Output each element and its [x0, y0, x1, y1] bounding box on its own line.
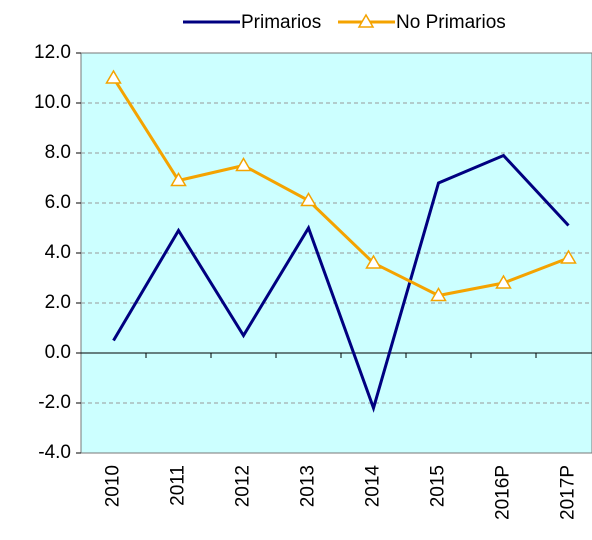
legend-marker [357, 13, 375, 28]
y-tick-label: 4.0 [45, 242, 71, 263]
y-tick-label: -2.0 [38, 392, 71, 413]
y-tick-label: 0.0 [45, 342, 71, 363]
x-tick-label: 2017P [558, 465, 579, 520]
y-tick-label: -4.0 [38, 442, 71, 463]
y-tick-label: 2.0 [45, 292, 71, 313]
x-tick-label: 2010 [103, 465, 124, 507]
marker [170, 172, 187, 187]
marker [235, 157, 252, 172]
y-tick-label: 6.0 [45, 192, 71, 213]
marker [300, 192, 317, 207]
x-tick-label: 2013 [298, 465, 319, 507]
x-tick-label: 2012 [233, 465, 254, 507]
marker [560, 249, 577, 264]
marker [105, 69, 122, 84]
series-line [112, 153, 570, 413]
x-tick-label: 2014 [363, 465, 384, 508]
y-tick-label: 8.0 [45, 142, 71, 163]
marker [365, 254, 382, 269]
marker [495, 274, 512, 289]
legend-label: Primarios [241, 12, 321, 33]
y-tick-label: 10.0 [34, 92, 71, 113]
marker [430, 287, 447, 302]
x-tick-label: 2011 [168, 465, 189, 506]
x-tick-label: 2016P [493, 465, 514, 520]
x-tick-label: 2015 [428, 465, 449, 507]
legend-label: No Primarios [396, 12, 506, 33]
series-line [112, 77, 570, 298]
y-tick-label: 12.0 [34, 42, 71, 63]
